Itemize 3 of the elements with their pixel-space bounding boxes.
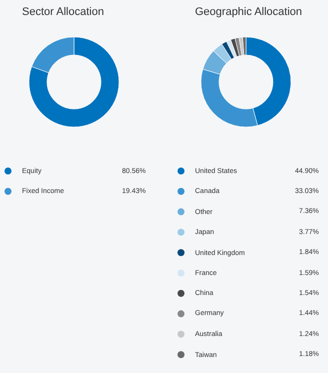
donut-slice [28, 36, 120, 128]
chart-title: Sector Allocation [22, 6, 104, 18]
chart-title: Geographic Allocation [195, 6, 302, 18]
